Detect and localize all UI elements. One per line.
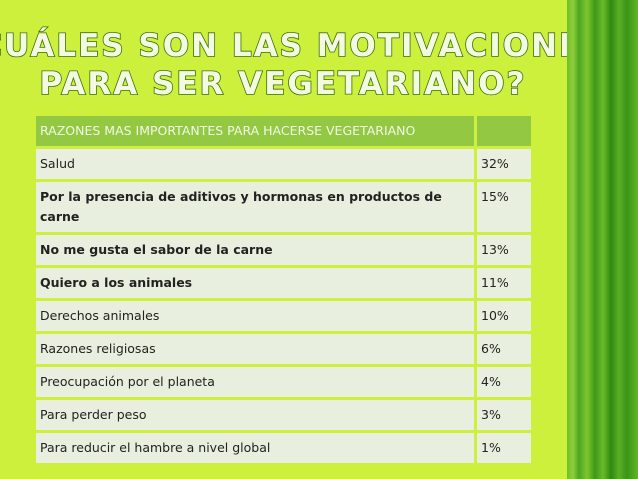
percent-cell: 10% xyxy=(474,298,534,334)
reason-cell: Quiero a los animales xyxy=(33,265,477,301)
table-row: No me gusta el sabor de la carne 13% xyxy=(33,232,534,268)
table-row: Salud 32% xyxy=(33,146,534,182)
header-cell xyxy=(474,113,534,149)
percent-cell: 11% xyxy=(474,265,534,301)
title-line: PARA SER VEGETARIANO? xyxy=(40,66,527,102)
percent-cell: 15% xyxy=(474,179,534,235)
table-row: Para reducir el hambre a nivel global 1% xyxy=(33,430,534,466)
header-row: RAZONES MAS IMPORTANTES PARA HACERSE VEG… xyxy=(33,113,534,149)
table-row: Razones religiosas 6% xyxy=(33,331,534,367)
reason-cell: Derechos animales xyxy=(33,298,477,334)
title-svg: ¿CUÁLES SON LAS MOTIVACIONES PARA SER VE… xyxy=(0,27,567,103)
reason-cell: Para reducir el hambre a nivel global xyxy=(33,430,477,466)
reason-cell: Preocupación por el planeta xyxy=(33,364,477,400)
table-body: RAZONES MAS IMPORTANTES PARA HACERSE VEG… xyxy=(33,113,534,466)
reason-cell: Para perder peso xyxy=(33,397,477,433)
percent-cell: 13% xyxy=(474,232,534,268)
percent-cell: 4% xyxy=(474,364,534,400)
table-row: Derechos animales 10% xyxy=(33,298,534,334)
table: RAZONES MAS IMPORTANTES PARA HACERSE VEG… xyxy=(33,113,534,466)
header-cell: RAZONES MAS IMPORTANTES PARA HACERSE VEG… xyxy=(33,113,477,149)
percent-cell: 3% xyxy=(474,397,534,433)
table-row: Para perder peso 3% xyxy=(33,397,534,433)
reason-cell: Por la presencia de aditivos y hormonas … xyxy=(33,179,477,235)
reason-cell: Salud xyxy=(33,146,477,182)
decor-stripe xyxy=(567,0,638,479)
percent-cell: 6% xyxy=(474,331,534,367)
percent-cell: 32% xyxy=(474,146,534,182)
title-line: ¿CUÁLES SON LAS MOTIVACIONES xyxy=(0,28,567,64)
title: ¿CUÁLES SON LAS MOTIVACIONES PARA SER VE… xyxy=(0,26,567,106)
table-row: Preocupación por el planeta 4% xyxy=(33,364,534,400)
percent-cell: 1% xyxy=(474,430,534,466)
table-row: Por la presencia de aditivos y hormonas … xyxy=(33,179,534,235)
reason-cell: Razones religiosas xyxy=(33,331,477,367)
table-row: Quiero a los animales 11% xyxy=(33,265,534,301)
reason-cell: No me gusta el sabor de la carne xyxy=(33,232,477,268)
